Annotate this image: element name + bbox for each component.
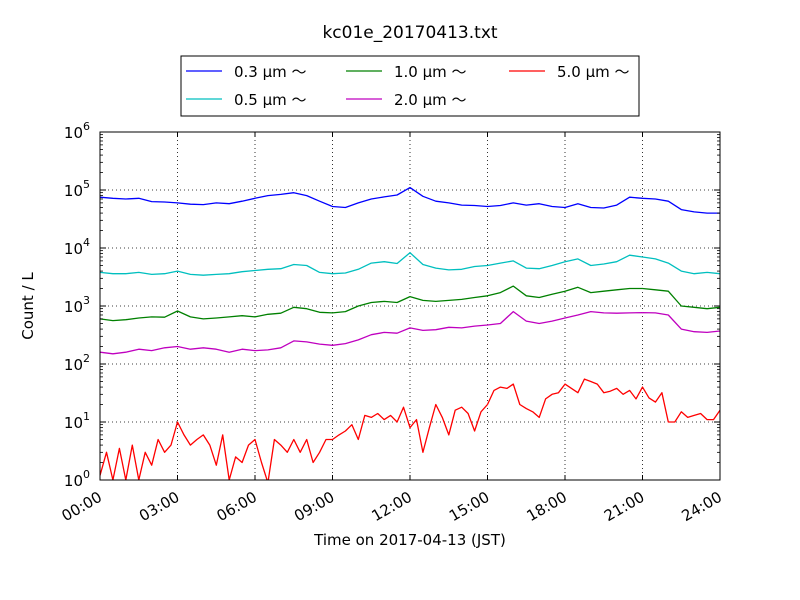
x-tick-label: 12:00 xyxy=(369,488,415,525)
x-tick-label: 03:00 xyxy=(136,488,182,525)
x-tick-label: 21:00 xyxy=(601,488,647,525)
x-tick-label: 24:00 xyxy=(679,488,725,525)
x-tick-label: 15:00 xyxy=(446,488,492,525)
series-layer xyxy=(100,186,720,480)
series-line-3 xyxy=(100,310,720,355)
legend-label-0: 0.3 μm ～ xyxy=(234,63,307,81)
series-line-1 xyxy=(100,252,720,276)
y-tick-label: 104 xyxy=(64,236,90,258)
y-tick-label: 102 xyxy=(64,352,90,374)
legend-label-4: 5.0 μm ～ xyxy=(557,63,630,81)
y-tick-label: 103 xyxy=(64,294,90,316)
series-line-4 xyxy=(100,378,720,480)
legend-frame xyxy=(180,55,640,117)
legend-label-3: 2.0 μm ～ xyxy=(394,91,467,109)
series-line-0 xyxy=(100,186,720,214)
x-tick-label: 18:00 xyxy=(524,488,570,525)
y-tick-label: 100 xyxy=(64,468,90,490)
legend-label-2: 1.0 μm ～ xyxy=(394,63,467,81)
legend: 0.3 μm ～ 0.5 μm ～ 1.0 μm ～ 2.0 μm ～ 5.0 μm ～ xyxy=(180,55,640,117)
grid-lines xyxy=(100,132,720,480)
y-axis-label: Count / L xyxy=(19,272,37,340)
chart-title: kc01e_20170413.txt xyxy=(322,23,497,43)
y-tick-label: 106 xyxy=(64,120,90,142)
y-tick-label: 101 xyxy=(64,410,90,432)
x-tick-label: 00:00 xyxy=(59,488,105,525)
x-axis-label: Time on 2017-04-13 (JST) xyxy=(313,531,506,549)
x-tick-label: 06:00 xyxy=(214,488,260,525)
x-tick-label: 09:00 xyxy=(291,488,337,525)
y-tick-label: 105 xyxy=(64,178,90,200)
legend-label-1: 0.5 μm ～ xyxy=(234,91,307,109)
series-line-2 xyxy=(100,285,720,322)
